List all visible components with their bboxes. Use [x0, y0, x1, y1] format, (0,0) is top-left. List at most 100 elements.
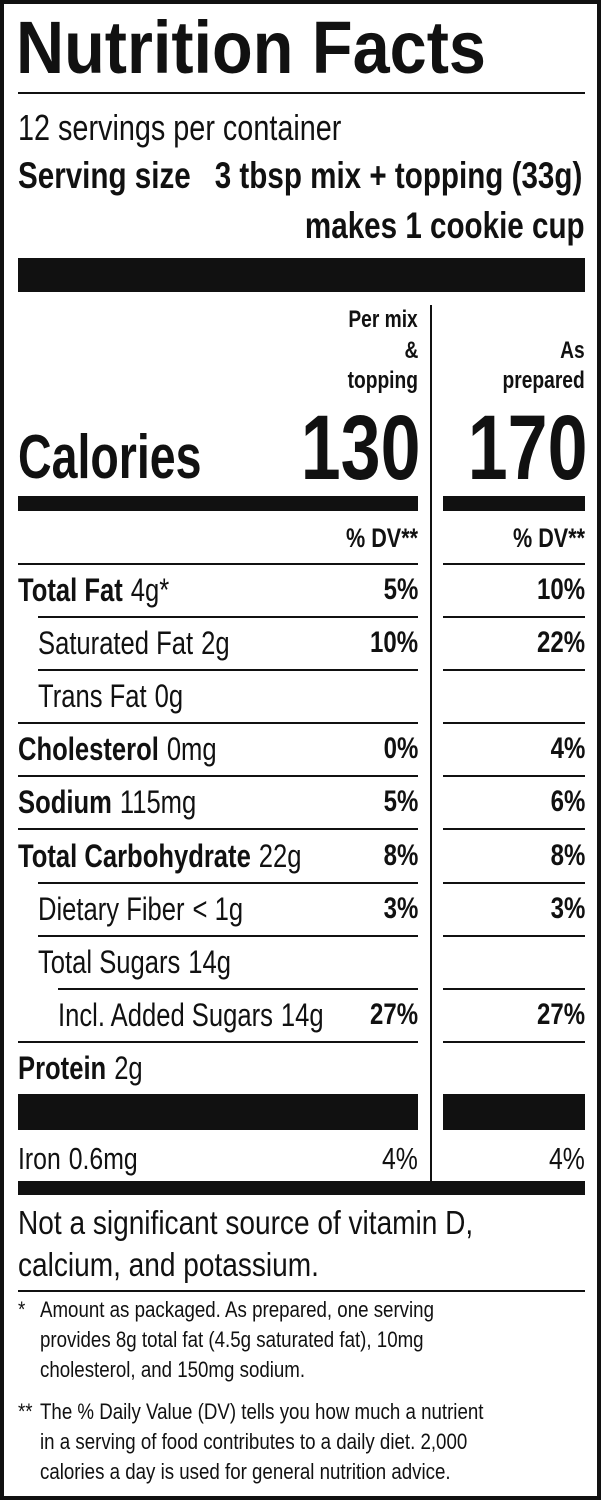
nutrient-dv: 6% [550, 787, 585, 817]
rule [18, 563, 418, 565]
nutrient-row: Total Fat 4g* [18, 574, 169, 606]
column-header-text: As [560, 336, 585, 364]
serving-note: makes 1 cookie cup [305, 207, 585, 244]
nutrient-dv-text: 3% [383, 891, 418, 925]
rule [38, 881, 418, 884]
mineral-name: Iron [18, 1140, 61, 1176]
nutrient-amount: 2g [201, 625, 230, 662]
nutrient-dv: 10% [370, 628, 418, 658]
nutrient-dv: 22% [537, 628, 585, 658]
rule [18, 1290, 585, 1292]
rule [18, 828, 418, 831]
mineral-dv-text: 4% [549, 1140, 585, 1176]
column-header: Per mix [349, 308, 418, 332]
nutrient-dv: 4% [550, 734, 585, 764]
nutrient-row: Sodium 115mg [18, 786, 196, 818]
footnote-mark: * [18, 1299, 25, 1321]
rule [443, 828, 585, 831]
column-header-text: Per mix [348, 306, 418, 333]
nutrient-row: Dietary Fiber < 1g [38, 893, 243, 925]
nutrient-dv-text: 27% [369, 997, 418, 1031]
mineral-row: Iron 0.6mg [18, 1143, 138, 1174]
nutrient-row: Saturated Fat 2g [38, 627, 230, 659]
calories-value: 170 [467, 402, 587, 494]
nutrient-dv: 5% [383, 575, 418, 605]
nutrient-dv: 8% [550, 838, 585, 872]
rule [443, 563, 585, 565]
nutrient-dv-text: 0% [383, 732, 418, 766]
calories-value-text: 130 [300, 397, 420, 499]
serving-size-label: Serving size [18, 154, 191, 196]
rule [18, 775, 418, 778]
nutrient-amount: 4g* [130, 572, 170, 608]
calories-value: 130 [300, 402, 420, 494]
serving-size-value: 3 tbsp mix + topping (33g) [214, 154, 583, 196]
column-header-text: prepared [502, 367, 585, 394]
nutrient-row: Total Carbohydrate 22g [18, 840, 302, 872]
thick-rule [443, 1094, 585, 1130]
nutrient-dv-text: 4% [550, 732, 585, 766]
nutrient-dv: 0% [383, 734, 418, 764]
rule [38, 669, 418, 672]
dv-header: % DV** [345, 522, 418, 553]
nutrient-dv-text: 10% [369, 626, 418, 660]
nutrient-dv-text: 22% [536, 626, 585, 660]
nutrient-name: Saturated Fat [38, 625, 194, 662]
thick-rule [18, 258, 585, 292]
dv-header: % DV** [512, 522, 585, 553]
nutrient-name: Trans Fat [38, 678, 147, 715]
rule [58, 987, 418, 990]
nutrient-name: Total Sugars [38, 943, 181, 980]
nutrient-name: Total Carbohydrate [18, 837, 251, 874]
nutrient-name: Total Fat [18, 572, 123, 608]
nutrient-dv-text: 5% [383, 573, 418, 606]
column-header: As [560, 336, 585, 364]
footnote-mark: ** [18, 1401, 33, 1423]
nutrient-dv-text: 8% [550, 838, 585, 872]
nutrient-name: Dietary Fiber [38, 890, 185, 927]
nutrient-dv-text: 8% [383, 838, 418, 872]
nutrient-dv-text: 27% [536, 997, 585, 1031]
nutrient-amount: 14g [280, 996, 324, 1033]
nutrient-dv-text: 6% [550, 785, 585, 819]
nutrient-amount: < 1g [192, 890, 244, 927]
not-significant-text: calcium, and potassium. [18, 1245, 319, 1283]
thick-rule [443, 496, 585, 511]
dv-header-text: % DV** [345, 522, 418, 553]
rule [18, 722, 418, 725]
title: Nutrition Facts [16, 11, 486, 85]
footnote-line: Amount as packaged. As prepared, one ser… [40, 1299, 434, 1321]
nutrient-dv-text: 5% [383, 785, 418, 819]
nutrient-dv: 27% [369, 997, 418, 1031]
column-header-text: topping [347, 367, 418, 394]
thick-rule [18, 1181, 585, 1195]
nutrient-amount: 115mg [119, 784, 197, 821]
nutrient-dv: 3% [383, 891, 418, 925]
footnote-line: in a serving of food contributes to a da… [40, 1431, 467, 1453]
not-significant: Not a significant source of vitamin D, [18, 1206, 473, 1239]
footnote-line-text: provides 8g total fat (4.5g saturated fa… [40, 1327, 424, 1352]
column-header-text: & [404, 336, 418, 364]
servings-text: 12 servings per container [18, 107, 342, 148]
footnote-line-text: Amount as packaged. As prepared, one ser… [40, 1297, 434, 1322]
rule [443, 881, 585, 884]
footnote-line: cholesterol, and 150mg sodium. [40, 1359, 305, 1381]
nutrient-row: Trans Fat 0g [38, 680, 183, 712]
mineral-dv: 4% [382, 1143, 418, 1174]
dv-header-text: % DV** [512, 522, 585, 553]
not-significant: calcium, and potassium. [18, 1248, 319, 1281]
rule [38, 934, 418, 937]
nutrient-row: Protein 2g [18, 1052, 143, 1084]
nutrient-name: Protein [18, 1049, 107, 1086]
column-divider [430, 305, 432, 1182]
nutrient-name: Incl. Added Sugars [58, 996, 273, 1033]
thick-rule [18, 1094, 418, 1130]
nutrient-amount: 2g [114, 1049, 143, 1086]
nutrient-name: Cholesterol [18, 731, 159, 768]
nutrient-row: Incl. Added Sugars 14g [58, 999, 324, 1031]
footnote-line: calories a day is used for general nutri… [40, 1461, 451, 1483]
thick-rule [18, 496, 418, 511]
not-significant-text: Not a significant source of vitamin D, [18, 1203, 474, 1241]
nutrient-dv: 8% [383, 838, 418, 872]
rule [443, 616, 585, 618]
